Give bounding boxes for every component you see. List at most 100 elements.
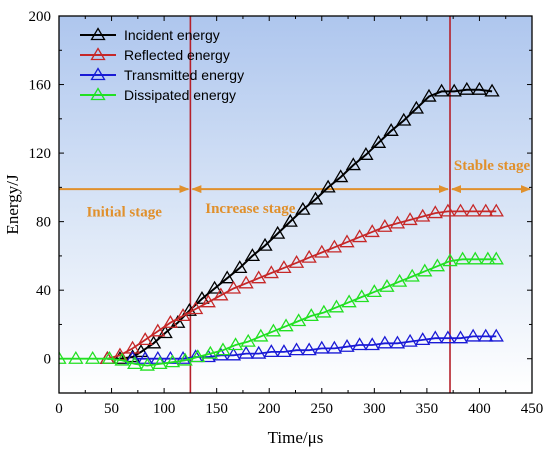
axes: 0 50 100 150 200 250 300 350 400 450 0 40 80 120 160 20…: [29, 9, 544, 417]
series-point: [307, 191, 324, 205]
series-point: [215, 342, 231, 356]
series-point: [188, 301, 204, 315]
series-point: [276, 260, 292, 274]
series-lines: [59, 81, 504, 371]
series-point: [488, 251, 504, 265]
series-point: [333, 169, 349, 183]
series-point: [200, 294, 216, 308]
series-point: [253, 328, 269, 342]
stage-annotations: Initial stage Increase stage Stable stage: [59, 16, 531, 393]
stage-label: Initial stage: [86, 204, 162, 220]
series-point: [314, 340, 330, 354]
series-point: [484, 83, 500, 97]
series-point: [377, 335, 393, 349]
series-point: [238, 275, 254, 289]
series-point: [377, 218, 393, 232]
y-axis-title: Energy/J: [3, 174, 22, 235]
stage-label: Stable stage: [454, 158, 531, 174]
series-point: [101, 350, 118, 364]
y-tick-label: 0: [44, 352, 52, 368]
series-point: [396, 112, 412, 126]
series-point: [452, 330, 469, 344]
series-point: [326, 239, 343, 253]
series-point: [339, 338, 355, 352]
series-point: [402, 333, 418, 347]
series-point: [488, 203, 504, 217]
series-point: [389, 335, 406, 349]
series-point: [402, 212, 418, 226]
series-point: [139, 357, 155, 371]
series-point: [478, 203, 494, 217]
series-point: [421, 88, 437, 102]
series-point: [370, 135, 387, 148]
series-point: [351, 229, 368, 243]
series-point: [206, 280, 223, 294]
series-point: [408, 100, 425, 114]
legend-label-transmitted: Transmitted energy: [124, 67, 244, 83]
plot-area: [59, 16, 532, 393]
series-point: [303, 308, 319, 322]
series-point: [326, 340, 343, 354]
series-point: [364, 224, 380, 238]
series-point: [328, 299, 345, 313]
series-point: [265, 323, 282, 337]
series-point: [244, 248, 261, 262]
plot-frame: [58, 15, 533, 394]
series-point: [471, 81, 488, 95]
series-point: [442, 253, 458, 267]
series-point: [232, 260, 248, 274]
x-axis-title: Time/μs: [268, 428, 324, 447]
series-point: [480, 251, 496, 265]
x-tick-label: 350: [416, 401, 439, 417]
series-point: [225, 347, 242, 361]
legend-label-reflected: Reflected energy: [124, 47, 230, 63]
series-point: [366, 284, 382, 298]
series-point: [288, 342, 305, 356]
x-tick-label: 400: [468, 401, 491, 417]
y-tick-label: 160: [29, 78, 52, 94]
series-point: [465, 203, 481, 217]
series-point: [288, 254, 305, 268]
legend-marker-reflected: [90, 47, 106, 61]
series-point: [446, 83, 462, 97]
series-point: [291, 313, 307, 327]
y-tick-label: 80: [36, 215, 51, 231]
series-point: [459, 81, 475, 95]
series-point: [433, 83, 450, 97]
x-tick-label: 200: [258, 401, 281, 417]
series-point: [391, 273, 408, 287]
series-point: [240, 333, 256, 347]
series-point: [177, 352, 193, 366]
series-point: [257, 237, 273, 251]
series-point: [227, 337, 244, 351]
series-point: [263, 344, 279, 358]
legend-label-dissipated: Dissipated energy: [124, 87, 236, 103]
series-point: [316, 304, 332, 318]
series-point: [238, 345, 254, 359]
series-point: [127, 356, 143, 370]
x-tick-label: 0: [55, 401, 63, 417]
series-point: [190, 349, 206, 363]
series-point: [478, 328, 494, 342]
series-point: [175, 308, 191, 322]
series-point: [345, 157, 361, 171]
series-point: [358, 147, 374, 160]
series-point: [152, 356, 168, 370]
series-point: [150, 323, 166, 337]
x-tick-label: 150: [205, 401, 228, 417]
series-point: [429, 258, 446, 272]
series-point: [488, 328, 504, 342]
series-point: [202, 345, 218, 359]
legend-marker-incident: [90, 27, 106, 41]
x-tick-label: 450: [521, 401, 544, 417]
series-point: [301, 342, 317, 356]
series-point: [137, 332, 153, 346]
series-point: [452, 203, 469, 217]
series-point: [263, 265, 279, 279]
legend: Incident energy Reflected energy Transmi…: [80, 27, 244, 103]
series-point: [251, 345, 267, 359]
x-tick-label: 100: [153, 401, 176, 417]
series-point: [404, 268, 420, 282]
series-point: [225, 280, 242, 294]
